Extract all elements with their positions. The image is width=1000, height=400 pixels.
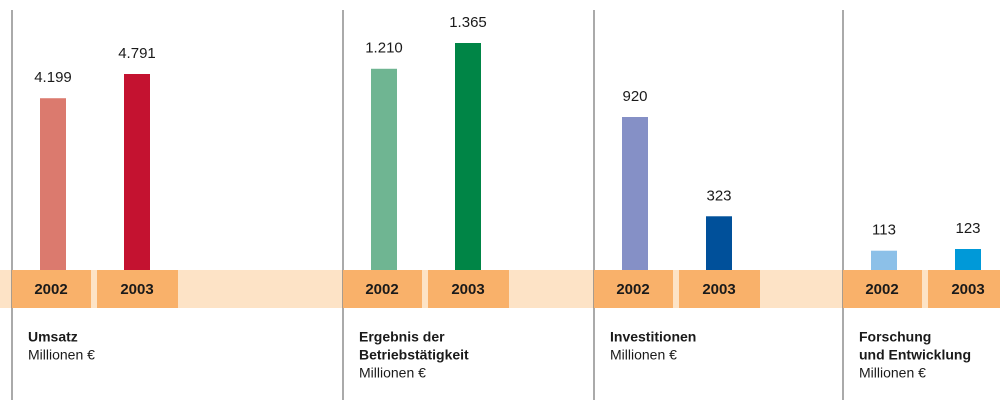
bar	[455, 43, 481, 270]
category-box	[428, 270, 509, 308]
panel-title: Investitionen	[610, 329, 696, 345]
category-label: 2002	[34, 281, 67, 298]
category-box	[679, 270, 760, 308]
value-label: 123	[955, 220, 980, 237]
bar	[955, 249, 981, 270]
value-label: 920	[622, 88, 647, 105]
category-label: 2002	[616, 281, 649, 298]
category-label: 2003	[951, 281, 984, 298]
category-label: 2003	[120, 281, 153, 298]
panel-subtitle: Millionen €	[28, 347, 95, 363]
category-box	[843, 270, 922, 308]
category-label: 2003	[451, 281, 484, 298]
value-label: 113	[872, 222, 896, 239]
category-box	[97, 270, 178, 308]
category-box	[12, 270, 91, 308]
category-box	[928, 270, 1000, 308]
bar	[124, 74, 150, 270]
value-label: 4.199	[34, 69, 72, 86]
panel-subtitle: Millionen €	[859, 365, 926, 381]
panel-title: Forschung	[859, 329, 931, 345]
bar	[40, 98, 66, 270]
value-label: 1.210	[365, 40, 403, 57]
value-label: 323	[706, 187, 731, 204]
value-label: 4.791	[118, 45, 156, 62]
bar	[706, 216, 732, 270]
bar	[622, 117, 648, 270]
panel-title: Betriebstätigkeit	[359, 347, 469, 363]
value-label: 1.365	[449, 14, 487, 31]
panel-subtitle: Millionen €	[610, 347, 677, 363]
bar	[871, 250, 897, 270]
panel-title: Umsatz	[28, 329, 78, 345]
panel-subtitle: Millionen €	[359, 365, 426, 381]
panel-title: und Entwicklung	[859, 347, 971, 363]
category-label: 2002	[865, 281, 898, 298]
category-label: 2003	[702, 281, 735, 298]
category-label: 2002	[365, 281, 398, 298]
bar	[371, 68, 397, 271]
panel-title: Ergebnis der	[359, 329, 445, 345]
category-box	[594, 270, 673, 308]
category-box	[343, 270, 422, 308]
